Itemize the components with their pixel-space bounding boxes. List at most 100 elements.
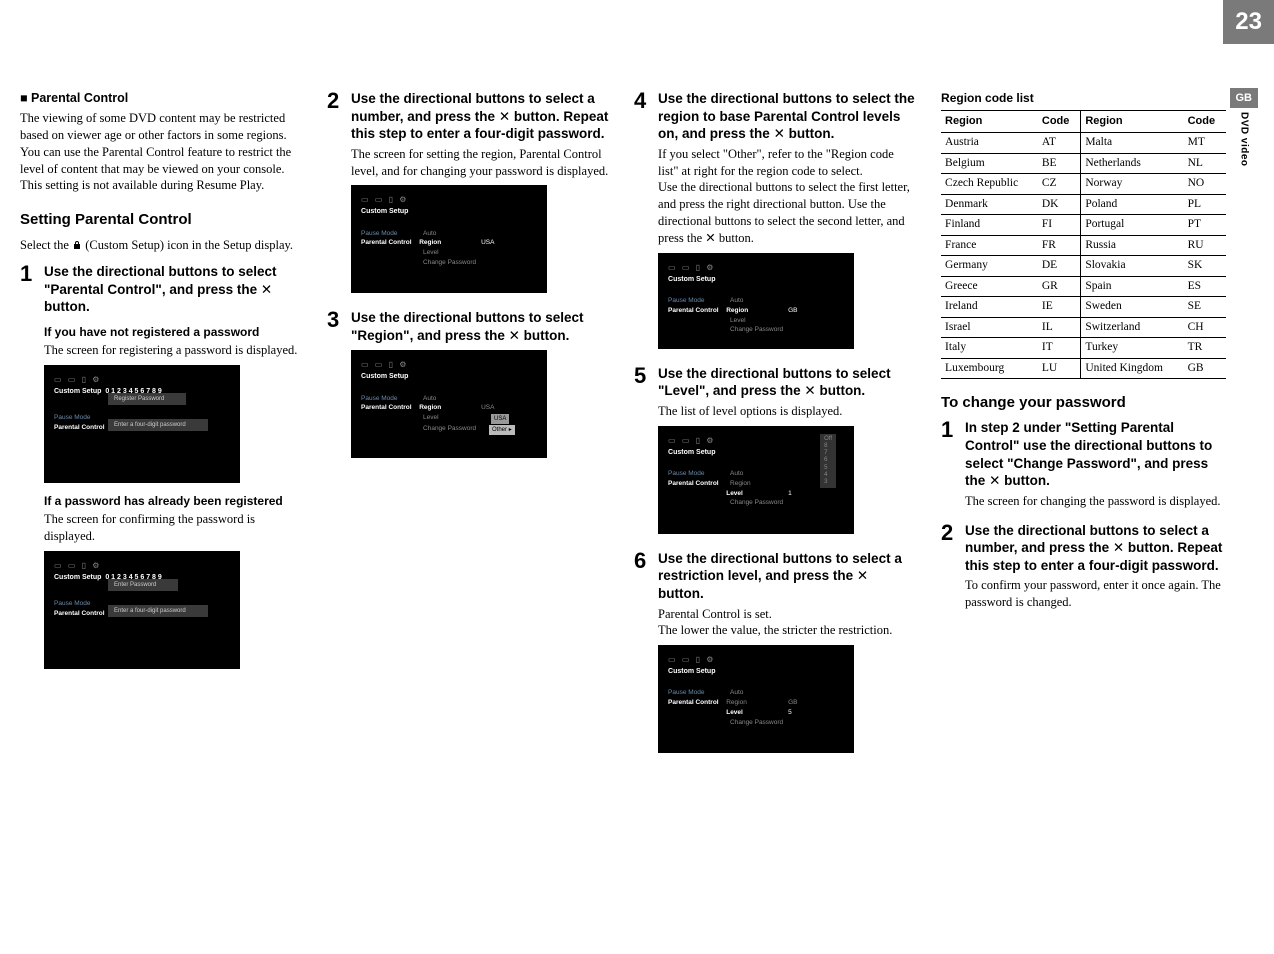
table-cell: IT (1038, 338, 1081, 359)
screenshot-step4: ▭ ▭ ▯ ⚙ Custom Setup Pause ModeAuto Pare… (658, 253, 854, 349)
step-6: 6 Use the directional buttons to select … (634, 550, 917, 763)
setting-pc-heading: Setting Parental Control (20, 210, 303, 230)
table-cell: SK (1184, 256, 1226, 277)
step-title: Use the directional buttons to select a … (658, 550, 917, 603)
step-title: Use the directional buttons to select "P… (44, 263, 303, 316)
x-button-icon: ✕ (857, 568, 868, 583)
screenshot-step2: ▭ ▭ ▯ ⚙ Custom Setup Pause ModeAuto Pare… (351, 185, 547, 293)
table-cell: Norway (1081, 174, 1184, 195)
page-number: 23 (1223, 0, 1274, 44)
table-header: Region (1081, 111, 1184, 133)
x-button-icon: ✕ (261, 282, 272, 297)
table-cell: BE (1038, 153, 1081, 174)
sub-heading: If you have not registered a password (44, 324, 303, 340)
table-row: FinlandFIPortugalPT (941, 215, 1226, 236)
table-cell: Switzerland (1081, 317, 1184, 338)
table-cell: Luxembourg (941, 358, 1038, 379)
step-2: 2 Use the directional buttons to select … (327, 90, 610, 303)
table-cell: Turkey (1081, 338, 1184, 359)
table-row: ItalyITTurkeyTR (941, 338, 1226, 359)
step-4: 4 Use the directional buttons to select … (634, 90, 917, 359)
table-cell: Greece (941, 276, 1038, 297)
table-cell: FI (1038, 215, 1081, 236)
step-number: 1 (20, 263, 36, 679)
x-button-icon: ✕ (509, 328, 520, 343)
screenshot-step6: ▭ ▭ ▯ ⚙ Custom Setup Pause ModeAuto Pare… (658, 645, 854, 753)
table-cell: GR (1038, 276, 1081, 297)
screenshot-step5: ▭ ▭ ▯ ⚙ Custom Setup Pause ModeAuto Pare… (658, 426, 854, 534)
side-tab: GB DVD video (1230, 88, 1259, 167)
step-desc: To confirm your password, enter it once … (965, 577, 1226, 611)
x-button-icon: ✕ (499, 109, 510, 124)
table-row: GermanyDESlovakiaSK (941, 256, 1226, 277)
lang-badge: GB (1230, 88, 1259, 108)
table-cell: Ireland (941, 297, 1038, 318)
step-1: 1 Use the directional buttons to select … (20, 263, 303, 679)
region-code-table: RegionCodeRegionCode AustriaATMaltaMTBel… (941, 110, 1226, 379)
screenshot-step3: ▭ ▭ ▯ ⚙ Custom Setup Pause ModeAuto Pare… (351, 350, 547, 458)
region-table-title: Region code list (941, 90, 1226, 106)
table-row: DenmarkDKPolandPL (941, 194, 1226, 215)
step-title: Use the directional buttons to select a … (351, 90, 610, 143)
step-title: Use the directional buttons to select th… (658, 90, 917, 143)
table-cell: Israel (941, 317, 1038, 338)
step-5: 5 Use the directional buttons to select … (634, 365, 917, 544)
table-cell: GB (1184, 358, 1226, 379)
lock-icon (72, 240, 82, 250)
table-cell: Germany (941, 256, 1038, 277)
parental-control-heading: ■ Parental Control (20, 90, 303, 107)
table-cell: Belgium (941, 153, 1038, 174)
table-cell: Czech Republic (941, 174, 1038, 195)
table-cell: CZ (1038, 174, 1081, 195)
intro-post: (Custom Setup) icon in the Setup display… (82, 238, 293, 252)
x-button-icon: ✕ (1113, 540, 1124, 555)
table-cell: Denmark (941, 194, 1038, 215)
change-pw-heading: To change your password (941, 393, 1226, 413)
step-desc: If you select "Other", refer to the "Reg… (658, 146, 917, 247)
table-cell: DK (1038, 194, 1081, 215)
table-cell: Italy (941, 338, 1038, 359)
table-cell: NL (1184, 153, 1226, 174)
table-cell: DE (1038, 256, 1081, 277)
table-cell: Poland (1081, 194, 1184, 215)
table-cell: IE (1038, 297, 1081, 318)
column-3: 4 Use the directional buttons to select … (634, 90, 917, 769)
step-desc: The screen for setting the region, Paren… (351, 146, 610, 180)
table-cell: Slovakia (1081, 256, 1184, 277)
table-cell: LU (1038, 358, 1081, 379)
table-cell: France (941, 235, 1038, 256)
table-cell: Finland (941, 215, 1038, 236)
screenshot-enter-password: ▭ ▭ ▯ ⚙ Custom Setup 0 1 2 3 4 5 6 7 8 9… (44, 551, 240, 669)
change-pw-step-1: 1 In step 2 under "Setting Parental Cont… (941, 419, 1226, 515)
table-cell: Austria (941, 133, 1038, 154)
table-cell: Netherlands (1081, 153, 1184, 174)
step-desc: The screen for changing the password is … (965, 493, 1226, 510)
table-cell: PT (1184, 215, 1226, 236)
table-cell: TR (1184, 338, 1226, 359)
table-cell: Russia (1081, 235, 1184, 256)
column-1: ■ Parental Control The viewing of some D… (20, 90, 303, 769)
table-cell: AT (1038, 133, 1081, 154)
table-cell: Sweden (1081, 297, 1184, 318)
table-cell: MT (1184, 133, 1226, 154)
table-cell: Malta (1081, 133, 1184, 154)
table-row: LuxembourgLUUnited KingdomGB (941, 358, 1226, 379)
table-cell: ES (1184, 276, 1226, 297)
step-desc: Parental Control is set. The lower the v… (658, 606, 917, 640)
intro-pre: Select the (20, 238, 72, 252)
table-row: IsraelILSwitzerlandCH (941, 317, 1226, 338)
table-cell: Portugal (1081, 215, 1184, 236)
table-cell: RU (1184, 235, 1226, 256)
table-row: AustriaATMaltaMT (941, 133, 1226, 154)
screenshot-register-password: ▭ ▭ ▯ ⚙ Custom Setup 0 1 2 3 4 5 6 7 8 9… (44, 365, 240, 483)
step-number: 2 (327, 90, 343, 303)
step-title: In step 2 under "Setting Parental Contro… (965, 419, 1226, 489)
sub-heading-2: If a password has already been registere… (44, 493, 303, 509)
table-cell: PL (1184, 194, 1226, 215)
x-button-icon: ✕ (989, 473, 1000, 488)
column-2: 2 Use the directional buttons to select … (327, 90, 610, 769)
step-title: Use the directional buttons to select a … (965, 522, 1226, 575)
table-header: Region (941, 111, 1038, 133)
section-label: DVD video (1238, 112, 1249, 167)
step-title: Use the directional buttons to select "L… (658, 365, 917, 400)
